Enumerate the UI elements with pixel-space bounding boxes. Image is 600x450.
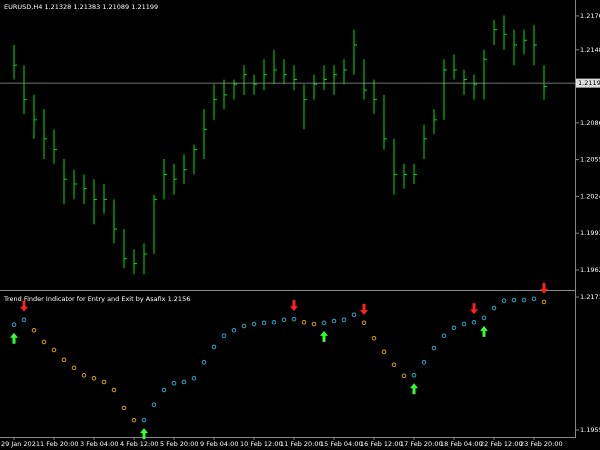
y-tick-label: 1.20245	[580, 192, 600, 200]
chart-title: EURUSD,H4 1.21328 1.21383 1.21089 1.2119…	[4, 3, 158, 11]
indicator-dot	[231, 327, 237, 333]
indicator-dot	[251, 321, 257, 327]
indicator-dot	[441, 333, 447, 339]
indicator-dot	[541, 299, 547, 305]
x-tick-label: 10 Feb 12:00	[240, 440, 283, 448]
indicator-dot	[301, 319, 307, 325]
buy-arrow	[320, 330, 328, 342]
indicator-dot	[41, 339, 47, 345]
indicator-dot	[531, 296, 537, 302]
indicator-dot	[271, 319, 277, 325]
sell-arrow	[360, 303, 368, 315]
indicator-dot	[411, 372, 417, 378]
indicator-dot	[181, 379, 187, 385]
y-tick-label: 1.20865	[580, 119, 600, 127]
indicator-dot	[341, 317, 347, 323]
indicator-dot	[171, 380, 177, 386]
indicator-dot	[371, 335, 377, 341]
indicator-dot	[331, 318, 337, 324]
buy-arrow	[480, 325, 488, 337]
indicator-dot	[241, 323, 247, 329]
indicator-dot	[521, 297, 527, 303]
x-tick-label: 16 Feb 12:00	[360, 440, 403, 448]
indicator-dot	[361, 320, 367, 326]
indicator-dot	[311, 321, 317, 327]
indicator-dot	[321, 320, 327, 326]
indicator-dot	[491, 305, 497, 311]
indicator-dot	[141, 417, 147, 423]
indicator-dot	[71, 365, 77, 371]
x-tick-label: 17 Feb 20:00	[400, 440, 443, 448]
indicator-dot	[11, 322, 17, 328]
indicator-dot	[351, 312, 357, 318]
indicator-dot	[21, 317, 27, 323]
indicator-dot	[511, 297, 517, 303]
indicator-dot	[401, 373, 407, 379]
indicator-dot	[61, 357, 67, 363]
buy-arrow	[410, 383, 418, 395]
indicator-dot	[431, 345, 437, 351]
indicator-dot	[451, 325, 457, 331]
y-tick-label: 1.19625	[580, 266, 600, 274]
price-line-box	[576, 78, 600, 88]
x-tick-label: 29 Jan 2021	[1, 440, 40, 448]
indicator-dot	[461, 321, 467, 327]
indicator-dot	[421, 359, 427, 365]
y-tick-label: 1.19935	[580, 229, 600, 237]
indicator-dot	[391, 362, 397, 368]
indicator-dot	[201, 359, 207, 365]
indicator-dot	[261, 320, 267, 326]
indicator-title: Trend Finder Indicator for Entry and Exi…	[3, 295, 190, 303]
price-line-label: 1.21199	[578, 79, 600, 87]
indicator-dot	[501, 298, 507, 303]
sell-arrow	[290, 300, 298, 312]
y-tick-label: 1.21480	[580, 46, 600, 54]
x-tick-label: 1 Feb 20:00	[40, 440, 79, 448]
indicator-dot	[81, 372, 87, 378]
indicator-dot	[221, 333, 227, 339]
x-tick-label: 9 Feb 04:00	[200, 440, 239, 448]
x-tick-label: 3 Feb 04:00	[80, 440, 119, 448]
indicator-dot	[481, 315, 487, 321]
indicator-dot	[101, 379, 107, 385]
sell-arrow	[540, 282, 548, 294]
indicator-dot	[161, 387, 167, 393]
sell-arrow	[20, 300, 28, 312]
x-tick-label: 23 Feb 20:00	[520, 440, 563, 448]
indicator-dot	[291, 316, 297, 322]
y-tick-label: 1.21765	[580, 12, 600, 20]
indicator-dot	[111, 387, 117, 393]
x-tick-label: 5 Feb 20:00	[160, 440, 199, 448]
y-tick-label: 1.1955	[580, 426, 600, 434]
indicator-dot	[471, 319, 477, 325]
x-tick-label: 15 Feb 04:00	[320, 440, 363, 448]
indicator-dot	[211, 344, 217, 350]
indicator-dot	[151, 402, 157, 408]
x-tick-label: 4 Feb 12:00	[120, 440, 159, 448]
indicator-dot	[51, 347, 57, 353]
indicator-dot	[381, 349, 387, 355]
indicator-dot	[31, 327, 37, 333]
buy-arrow	[140, 428, 148, 440]
sell-arrow	[470, 303, 478, 315]
indicator-dot	[91, 375, 97, 381]
y-tick-label: 1.20555	[580, 156, 600, 164]
indicator-dot	[131, 417, 137, 423]
x-tick-label: 18 Feb 04:00	[440, 440, 483, 448]
x-tick-label: 22 Feb 12:00	[480, 440, 523, 448]
x-tick-label: 11 Feb 20:00	[280, 440, 323, 448]
indicator-dot	[121, 405, 127, 411]
indicator-dot	[191, 375, 197, 381]
buy-arrow	[10, 332, 18, 344]
indicator-dot	[281, 317, 287, 323]
